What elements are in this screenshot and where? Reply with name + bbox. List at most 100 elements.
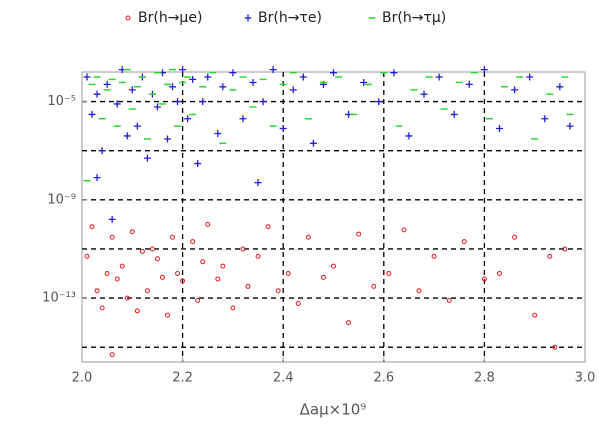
x-tick-label: 2.4: [273, 371, 294, 386]
point: [204, 73, 212, 81]
point: [289, 86, 297, 94]
point: [179, 66, 187, 74]
point: [245, 283, 251, 289]
point: [240, 246, 246, 252]
point: [461, 239, 467, 245]
point: [285, 271, 291, 277]
point: [199, 98, 207, 106]
point: [215, 276, 221, 282]
point: [128, 86, 136, 94]
point: [129, 229, 135, 235]
point: [446, 297, 452, 303]
point: [88, 110, 96, 118]
point: [416, 288, 422, 294]
legend-marker: [125, 15, 131, 21]
legend-marker: [244, 14, 252, 22]
point: [154, 256, 160, 262]
point: [104, 271, 110, 277]
point: [93, 90, 101, 98]
point: [83, 73, 91, 81]
point: [401, 227, 407, 233]
x-tick-label: 2.0: [72, 371, 93, 386]
point: [512, 234, 518, 240]
point: [194, 160, 202, 168]
point: [119, 263, 125, 269]
point: [144, 288, 150, 294]
point: [174, 98, 182, 106]
point: [330, 69, 337, 77]
point: [556, 83, 564, 91]
point: [84, 253, 90, 259]
point: [165, 312, 171, 318]
point: [481, 276, 487, 282]
point: [98, 147, 106, 155]
point: [229, 69, 237, 77]
point: [89, 224, 95, 230]
point: [99, 305, 105, 311]
point: [139, 248, 145, 254]
point: [219, 83, 227, 91]
x-axis-label: Δaμ×10⁹: [300, 401, 367, 419]
point: [331, 263, 336, 269]
point: [526, 73, 534, 81]
point: [133, 122, 141, 130]
point: [299, 73, 307, 81]
point: [134, 308, 140, 314]
point: [305, 234, 311, 240]
point: [220, 263, 226, 269]
point: [239, 115, 247, 123]
point: [386, 271, 392, 277]
point: [230, 305, 236, 311]
point: [356, 231, 362, 237]
point: [259, 98, 267, 106]
point: [143, 154, 151, 162]
point: [552, 344, 558, 350]
point: [495, 125, 503, 133]
point: [205, 221, 211, 227]
point: [184, 115, 192, 123]
point: [93, 174, 101, 182]
point: [170, 234, 176, 240]
point: [346, 320, 352, 326]
point: [190, 239, 196, 245]
point: [547, 253, 553, 259]
point: [200, 259, 206, 265]
x-tick-label: 2.6: [373, 371, 394, 386]
legend-label: Br(h→μe): [138, 10, 202, 26]
point: [431, 253, 437, 259]
point: [420, 90, 428, 98]
point: [123, 132, 131, 140]
point: [214, 130, 222, 138]
point: [109, 234, 115, 240]
point: [108, 215, 116, 223]
point: [371, 283, 377, 289]
point: [360, 78, 368, 86]
x-tick-label: 2.2: [172, 371, 193, 386]
point: [124, 295, 130, 301]
point: [114, 276, 120, 282]
point: [532, 312, 538, 318]
point: [309, 139, 317, 147]
point: [320, 274, 326, 280]
point: [180, 278, 186, 284]
point: [562, 246, 568, 252]
point: [159, 274, 165, 280]
point: [480, 66, 488, 74]
point: [450, 110, 458, 118]
point: [189, 75, 197, 83]
plot-frame: [81, 71, 586, 363]
point: [153, 103, 161, 111]
legend-label: Br(h→τe): [258, 10, 322, 26]
point: [566, 122, 574, 130]
point: [435, 73, 443, 81]
y-tick-label: 10⁻¹³: [42, 291, 76, 306]
point: [496, 271, 502, 277]
point: [465, 80, 473, 88]
x-tick-label: 3.0: [575, 371, 596, 386]
point: [269, 66, 277, 74]
legend: Br(h→μe) Br(h→τe) Br(h→τμ): [125, 10, 446, 26]
point: [94, 288, 100, 294]
point: [375, 98, 383, 106]
point: [113, 100, 121, 108]
